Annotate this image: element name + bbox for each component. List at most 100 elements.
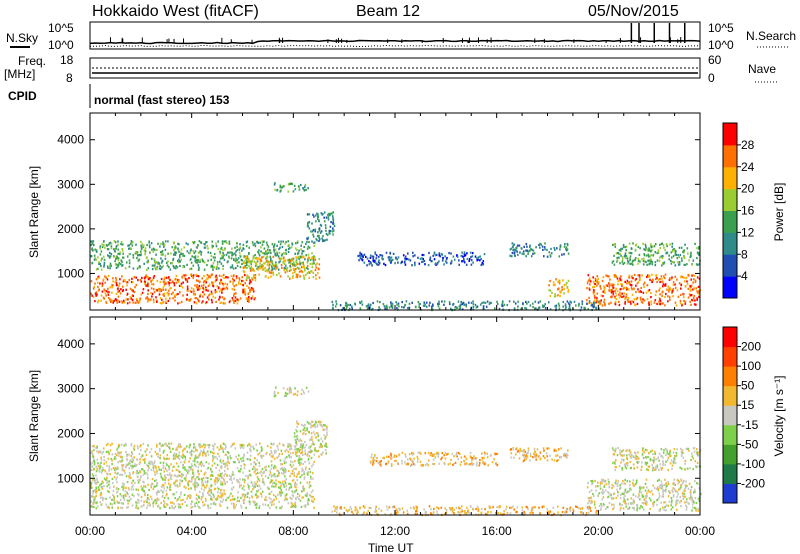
scatter-point <box>97 481 99 484</box>
scatter-point <box>454 461 457 464</box>
scatter-point <box>159 281 162 284</box>
scatter-point <box>677 295 680 298</box>
scatter-point <box>222 256 224 259</box>
scatter-point <box>510 247 513 250</box>
scatter-point <box>194 456 197 459</box>
scatter-point <box>332 215 334 218</box>
scatter-point <box>406 458 409 461</box>
scatter-point <box>608 281 611 284</box>
scatter-point <box>328 232 330 235</box>
scatter-point <box>95 470 98 473</box>
scatter-point <box>265 257 267 260</box>
scatter-point <box>159 251 162 254</box>
scatter-point <box>199 293 202 296</box>
scatter-point <box>299 260 301 263</box>
scatter-point <box>147 260 149 264</box>
scatter-point <box>603 302 606 305</box>
scatter-point <box>370 462 372 465</box>
scatter-point <box>687 287 690 290</box>
scatter-point <box>127 502 129 505</box>
scatter-point <box>112 299 114 302</box>
scatter-point <box>284 468 287 471</box>
scatter-point <box>255 264 258 267</box>
scatter-point <box>296 420 298 423</box>
scatter-point <box>123 484 125 487</box>
scatter-point <box>514 302 517 305</box>
scatter-point <box>131 485 133 488</box>
scatter-point <box>224 481 226 484</box>
scatter-point <box>435 451 438 454</box>
scatter-point <box>380 459 382 463</box>
scatter-point <box>174 455 176 458</box>
scatter-point <box>620 254 622 257</box>
scatter-point <box>233 301 235 304</box>
colorbar-tick-label: 4 <box>741 269 748 283</box>
scatter-point <box>121 485 123 488</box>
scatter-point <box>115 276 117 280</box>
scatter-point <box>239 266 242 269</box>
scatter-point <box>173 284 176 287</box>
scatter-point <box>141 505 143 508</box>
scatter-point <box>230 475 232 478</box>
scatter-point <box>249 473 251 476</box>
scatter-point <box>263 483 266 486</box>
scatter-point <box>545 452 548 455</box>
scatter-point <box>253 255 255 258</box>
scatter-point <box>600 294 603 297</box>
scatter-point <box>351 307 353 310</box>
scatter-point <box>312 463 314 466</box>
scatter-point <box>440 458 442 461</box>
scatter-point <box>148 498 150 501</box>
scatter-point <box>262 478 264 481</box>
scatter-point <box>139 445 141 448</box>
scatter-point <box>126 292 129 295</box>
scatter-point <box>395 301 397 304</box>
scatter-point <box>264 266 267 269</box>
scatter-point <box>308 213 311 216</box>
scatter-point <box>346 306 348 309</box>
scatter-point <box>287 183 290 186</box>
scatter-point <box>262 255 265 258</box>
scatter-point <box>617 251 619 255</box>
scatter-point <box>97 465 100 468</box>
scatter-point <box>228 495 231 498</box>
scatter-point <box>322 428 325 431</box>
scatter-point <box>128 244 131 247</box>
scatter-point <box>546 248 548 251</box>
scatter-point <box>105 290 108 293</box>
scatter-point <box>222 249 224 252</box>
scatter-point <box>102 497 105 500</box>
scatter-point <box>543 255 545 258</box>
scatter-point <box>164 443 166 446</box>
scatter-point <box>314 214 317 217</box>
scatter-point <box>294 445 296 448</box>
scatter-point <box>662 262 665 265</box>
scatter-point <box>282 444 285 447</box>
scatter-point <box>444 451 447 454</box>
scatter-point <box>246 298 249 301</box>
scatter-point <box>437 455 439 458</box>
scatter-point <box>651 280 653 284</box>
scatter-point <box>271 485 273 488</box>
scatter-point <box>103 244 105 247</box>
scatter-point <box>484 453 486 456</box>
scatter-point <box>114 247 117 251</box>
scatter-point <box>538 454 541 458</box>
scatter-point <box>309 449 312 452</box>
scatter-point <box>306 481 309 484</box>
scatter-point <box>202 260 204 263</box>
scatter-point <box>284 457 287 460</box>
scatter-point <box>578 302 580 305</box>
scatter-point <box>135 488 138 491</box>
scatter-point <box>562 300 565 304</box>
scatter-point <box>116 495 119 498</box>
scatter-point <box>470 263 473 266</box>
scatter-point <box>469 455 472 458</box>
scatter-point <box>360 255 363 258</box>
scatter-point <box>117 299 119 302</box>
scatter-point <box>169 472 171 475</box>
scatter-point <box>134 252 137 255</box>
scatter-point <box>221 281 223 284</box>
scatter-point <box>294 268 297 271</box>
scatter-point <box>181 464 184 467</box>
